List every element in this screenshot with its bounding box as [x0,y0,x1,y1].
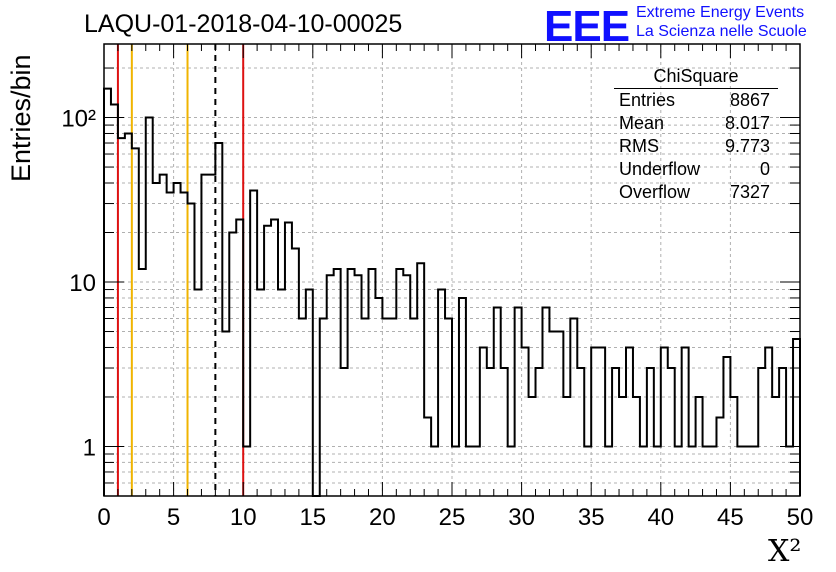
stats-label: Underflow [619,159,701,179]
stats-row-mean: Mean 8.017 [608,112,778,135]
stats-row-entries: Entries 8867 [608,89,778,112]
y-axis-label: Entries/bin [6,54,36,182]
axis-ticks [103,44,801,496]
chart-title: LAQU-01-2018-04-10-00025 [84,10,403,38]
x-tick-label: 25 [439,504,466,531]
histogram-series [103,87,801,497]
x-tick-label: 40 [647,504,674,531]
stats-value: 9.773 [724,136,770,156]
stats-label: Mean [619,113,665,133]
stats-label: RMS [619,136,659,156]
x-axis-label: X² [768,534,802,569]
stats-value: 8.017 [724,113,770,133]
x-tick-label: 45 [717,504,744,531]
x-tick-label: 20 [369,504,396,531]
stats-value: 0 [759,159,770,179]
stats-row-rms: RMS 9.773 [608,135,778,158]
logo-line-2: La Scienza nelle Scuole [636,23,807,40]
x-tick-label: 10 [230,504,257,531]
histogram-line [103,87,801,497]
stats-label: Overflow [619,182,691,202]
x-tick-label: 30 [508,504,535,531]
stats-value: 8867 [729,90,770,110]
x-tick-label: 15 [299,504,326,531]
reference-lines [116,44,245,496]
x-tick-label: 0 [97,504,110,531]
stats-row-underflow: Underflow 0 [608,158,778,181]
y-tick-label: 10 [69,270,96,297]
x-tick-label: 35 [578,504,605,531]
stats-title: ChiSquare [614,64,778,89]
stats-label: Entries [619,90,676,110]
x-tick-label: 50 [787,504,814,531]
x-tick-label: 5 [167,504,180,531]
eee-logo: EEE [544,2,630,51]
logo-line-1: Extreme Energy Events [636,4,805,21]
y-tick-label: 1 [83,434,96,461]
y-tick-label: 10² [61,106,96,133]
stats-row-overflow: Overflow 7327 [608,181,778,204]
stats-value: 7327 [729,182,770,202]
tick-labels: 0 5 10 15 20 25 30 35 40 45 50 1 10 10² [61,106,813,531]
stats-box: ChiSquare Entries 8867 Mean 8.017 RMS 9.… [608,64,778,204]
